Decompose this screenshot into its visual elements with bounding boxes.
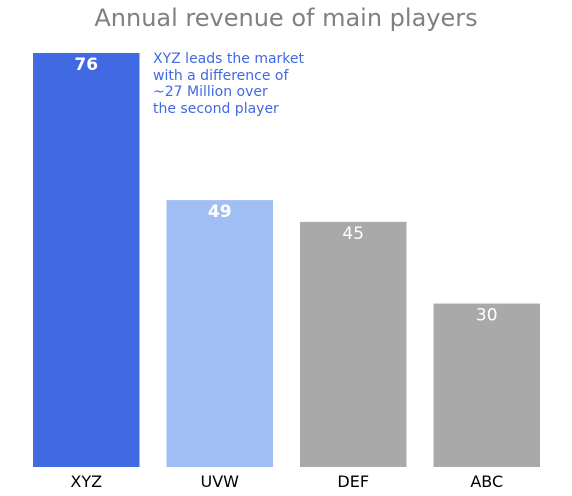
x-tick-label: XYZ <box>70 472 102 491</box>
bar-abc <box>433 303 540 467</box>
annotation-line: the second player <box>153 100 279 117</box>
annotation-line: ~27 Million over <box>153 84 268 100</box>
x-tick-label: DEF <box>337 472 369 491</box>
annotation-line: XYZ leads the market <box>153 51 305 67</box>
bar-value-label: 76 <box>74 55 98 75</box>
bar-value-label: 30 <box>476 306 498 326</box>
x-tick-label: ABC <box>470 472 503 491</box>
bar-xyz <box>33 53 140 467</box>
annotation-line: with a difference of <box>153 67 289 84</box>
bar-value-label: 45 <box>342 224 364 244</box>
bar-value-label: 49 <box>208 202 232 222</box>
x-tick-label: UVW <box>201 472 240 491</box>
chart-annotation: XYZ leads the market with a difference o… <box>153 51 353 117</box>
bar-def <box>300 221 407 467</box>
bar-uvw <box>166 200 273 467</box>
chart-title: Annual revenue of main players <box>94 4 478 32</box>
